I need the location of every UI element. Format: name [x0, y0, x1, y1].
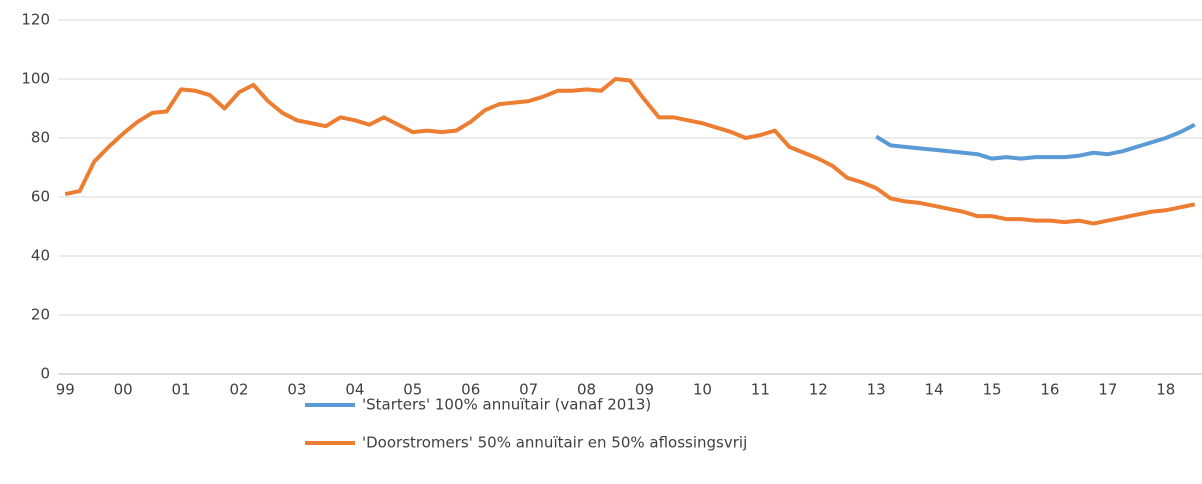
y-tick-label: 80: [31, 129, 50, 147]
x-tick-label: 99: [56, 381, 75, 399]
x-tick-label: 15: [982, 381, 1001, 399]
x-tick-label: 05: [403, 381, 422, 399]
x-tick-label: 09: [635, 381, 654, 399]
y-tick-label: 0: [40, 365, 50, 383]
x-tick-label: 12: [809, 381, 828, 399]
series-line: [875, 122, 1196, 161]
x-tick-label: 06: [461, 381, 480, 399]
series-line: [64, 77, 1196, 226]
x-tick-label: 00: [114, 381, 133, 399]
x-tick-label: 04: [345, 381, 364, 399]
x-tick-label: 14: [925, 381, 944, 399]
x-tick-label: 13: [867, 381, 886, 399]
x-tick-label: 18: [1156, 381, 1175, 399]
legend-label: 'Doorstromers' 50% annuïtair en 50% aflo…: [362, 434, 747, 452]
x-tick-label: 01: [172, 381, 191, 399]
x-tick-label: 11: [751, 381, 770, 399]
x-tick-label: 17: [1098, 381, 1117, 399]
x-tick-label: 10: [693, 381, 712, 399]
x-tick-label: 02: [229, 381, 248, 399]
y-tick-label: 20: [31, 306, 50, 324]
x-tick-label: 16: [1040, 381, 1059, 399]
x-tick-label: 08: [577, 381, 596, 399]
y-tick-label: 100: [21, 70, 50, 88]
legend-label: 'Starters' 100% annuïtair (vanaf 2013): [362, 396, 651, 414]
y-tick-label: 120: [21, 11, 50, 29]
x-tick-label: 07: [519, 381, 538, 399]
y-tick-label: 40: [31, 247, 50, 265]
y-tick-label: 60: [31, 188, 50, 206]
x-tick-label: 03: [287, 381, 306, 399]
